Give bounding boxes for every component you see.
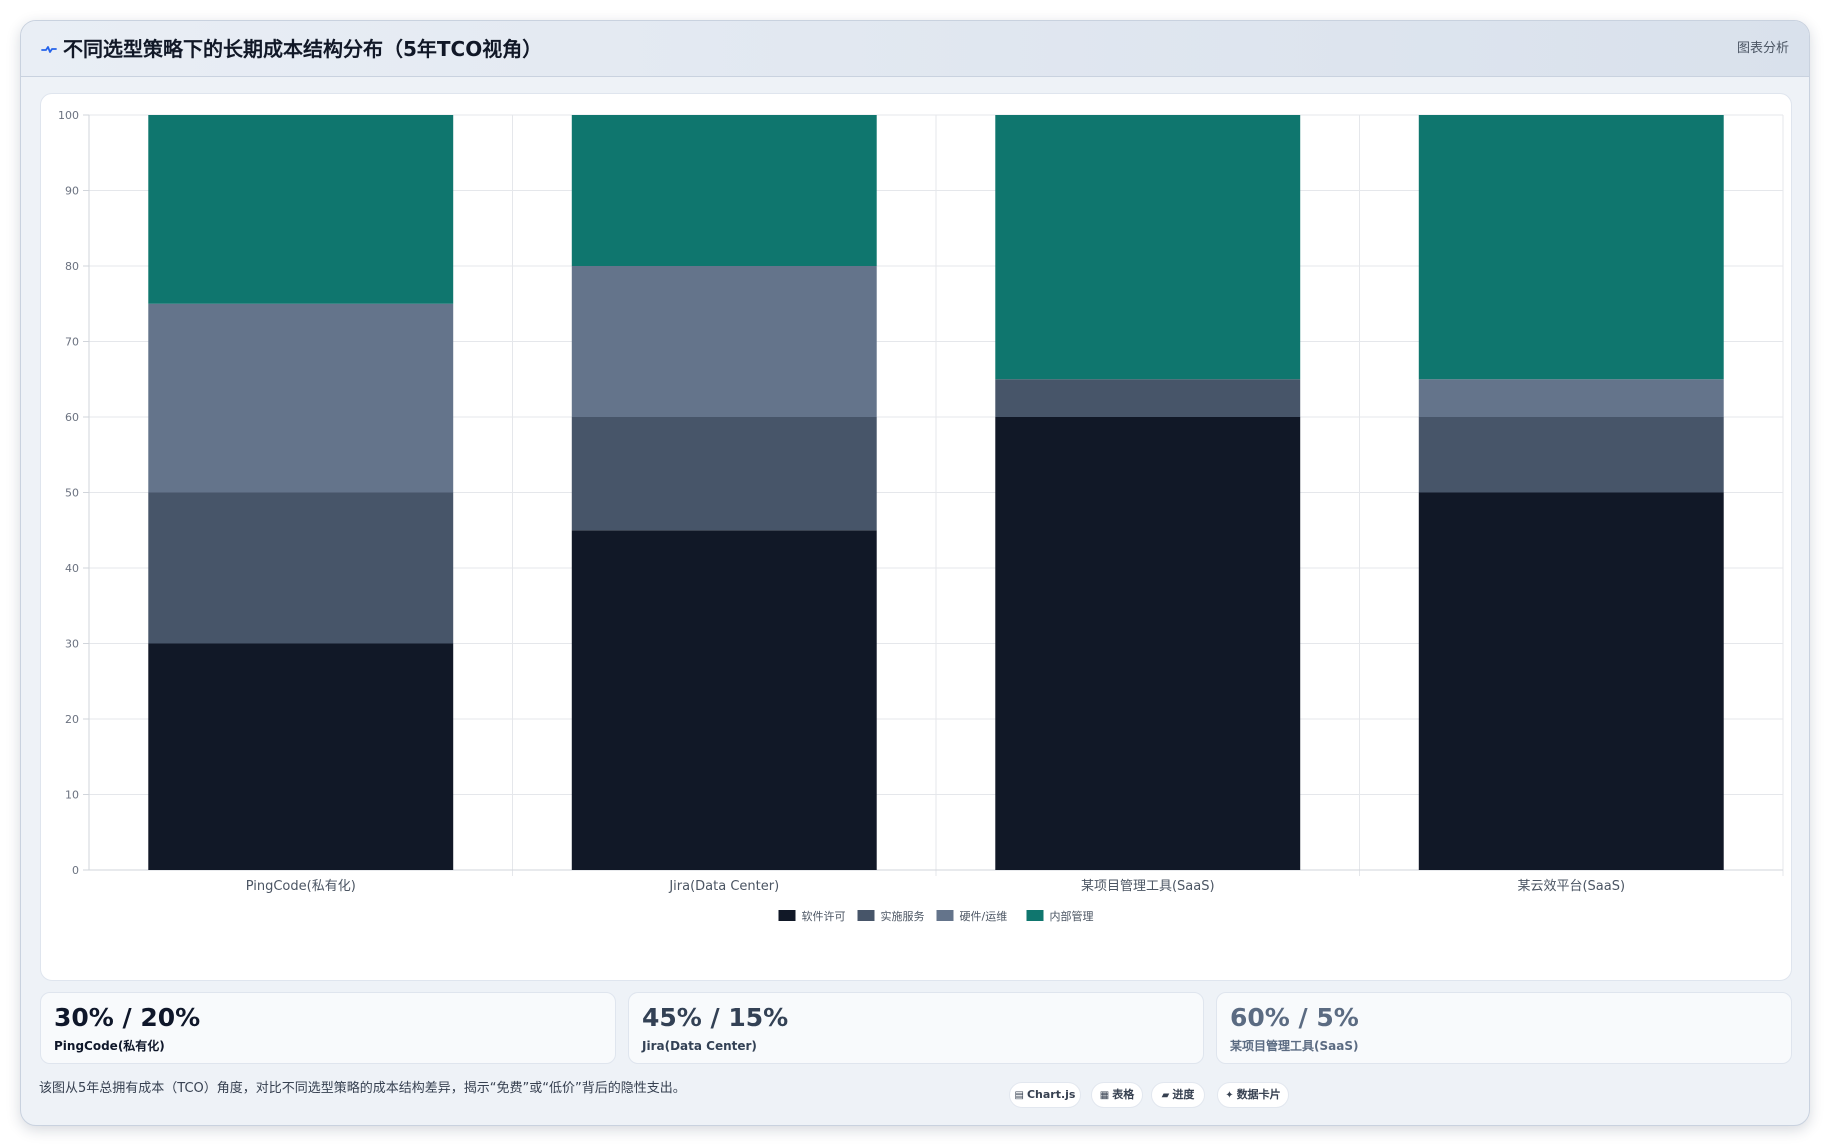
tag-label: 表格 bbox=[1112, 1088, 1135, 1101]
bar-segment bbox=[995, 379, 1301, 417]
bar-segment bbox=[1418, 115, 1724, 380]
progress-icon: ▰ bbox=[1161, 1090, 1170, 1101]
legend-swatch bbox=[778, 910, 796, 921]
legend-label: 实施服务 bbox=[881, 909, 925, 923]
y-tick-label: 50 bbox=[65, 487, 79, 500]
y-tick-label: 80 bbox=[65, 260, 79, 273]
chart-analysis-button[interactable]: 图表分析 bbox=[1736, 41, 1789, 56]
bar-segment bbox=[148, 303, 454, 493]
chart-card: 0 10 20 30 40 50 60 70 80 90 100 PingCode(私有化) Jira(… bbox=[40, 93, 1792, 981]
y-tick-label: 10 bbox=[65, 789, 79, 802]
legend-swatch bbox=[1026, 910, 1044, 921]
stat-value: 45% / 15% bbox=[642, 1003, 789, 1032]
x-tick-label: PingCode(私有化) bbox=[246, 879, 356, 894]
y-tick-label: 90 bbox=[65, 185, 79, 198]
y-tick-label: 60 bbox=[65, 411, 79, 424]
stat-card-0: 30% / 20% PingCode(私有化) bbox=[40, 992, 616, 1064]
bar-segment bbox=[148, 492, 454, 644]
x-tick-label: Jira(Data Center) bbox=[668, 879, 779, 894]
stat-value: 60% / 5% bbox=[1230, 1003, 1359, 1032]
y-tick-label: 70 bbox=[65, 336, 79, 349]
tag-data-card[interactable]: ✦ 数据卡片 bbox=[1217, 1082, 1289, 1108]
table-icon: ▦ bbox=[1099, 1090, 1110, 1101]
x-tick-label: 某项目管理工具(SaaS) bbox=[1081, 879, 1215, 894]
tag-label: 进度 bbox=[1172, 1088, 1195, 1101]
chart-panel: 不同选型策略下的长期成本结构分布（5年TCO视角） 图表分析 0 10 20 30 40… bbox=[20, 20, 1810, 1126]
stat-value: 30% / 20% bbox=[54, 1003, 201, 1032]
bar-segment bbox=[571, 417, 877, 531]
bar-segment bbox=[1418, 417, 1724, 493]
y-tick-label: 100 bbox=[58, 109, 79, 122]
legend-swatch bbox=[936, 910, 954, 921]
stat-label: PingCode(私有化) bbox=[54, 1039, 165, 1053]
tag-label: 数据卡片 bbox=[1236, 1088, 1281, 1101]
bar-segment bbox=[571, 115, 877, 266]
legend-swatch bbox=[857, 910, 875, 921]
tag-chartjs[interactable]: ▤ Chart.js bbox=[1009, 1082, 1081, 1108]
legend-label: 软件许可 bbox=[802, 909, 846, 923]
stat-card-1: 45% / 15% Jira(Data Center) bbox=[628, 992, 1204, 1064]
bar-segment bbox=[571, 266, 877, 417]
card-icon: ✦ bbox=[1225, 1090, 1234, 1101]
pulse-icon bbox=[41, 46, 57, 53]
y-tick-label: 40 bbox=[65, 562, 79, 575]
page-title: 不同选型策略下的长期成本结构分布（5年TCO视角） bbox=[63, 37, 543, 61]
legend-label: 内部管理 bbox=[1050, 909, 1094, 923]
bar-segment bbox=[148, 115, 454, 304]
x-tick-label: 某云效平台(SaaS) bbox=[1517, 879, 1625, 894]
y-tick-label: 0 bbox=[72, 864, 79, 877]
chart-icon: ▤ bbox=[1014, 1090, 1024, 1101]
panel-header: 不同选型策略下的长期成本结构分布（5年TCO视角） 图表分析 bbox=[21, 21, 1809, 77]
y-tick-label: 20 bbox=[65, 713, 79, 726]
bar-segment bbox=[1418, 379, 1724, 417]
bar-segment bbox=[571, 530, 877, 870]
stat-label: Jira(Data Center) bbox=[642, 1039, 757, 1053]
legend-label: 硬件/运维 bbox=[960, 910, 1008, 923]
stacked-bar-chart: 0 10 20 30 40 50 60 70 80 90 100 PingCode(私有化) Jira(… bbox=[58, 109, 1784, 923]
bar-segment bbox=[148, 643, 454, 870]
bar-segment bbox=[1418, 492, 1724, 870]
bar-segment bbox=[995, 115, 1301, 380]
stat-card-2: 60% / 5% 某项目管理工具(SaaS) bbox=[1216, 992, 1792, 1064]
y-tick-label: 30 bbox=[65, 638, 79, 651]
bar-segment bbox=[995, 417, 1301, 870]
tag-progress[interactable]: ▰ 进度 bbox=[1151, 1082, 1205, 1108]
footer-note: 该图从5年总拥有成本（TCO）角度，对比不同选型策略的成本结构差异，揭示“免费”… bbox=[39, 1081, 686, 1096]
tag-label: Chart.js bbox=[1026, 1088, 1076, 1101]
tag-table[interactable]: ▦ 表格 bbox=[1091, 1082, 1143, 1108]
stat-label: 某项目管理工具(SaaS) bbox=[1230, 1039, 1359, 1053]
